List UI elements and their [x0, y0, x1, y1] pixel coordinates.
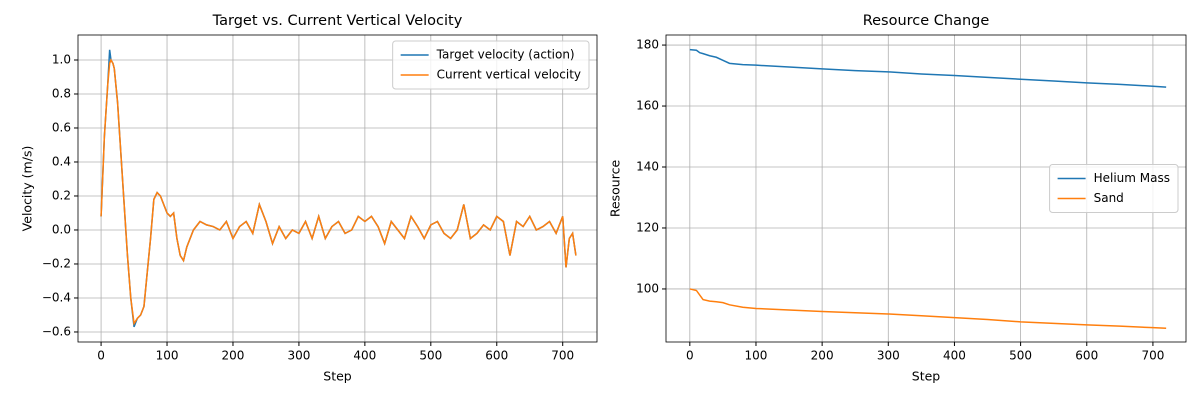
x-tick-label: 0	[97, 349, 105, 363]
x-tick-label: 500	[419, 349, 442, 363]
x-tick-label: 500	[1009, 349, 1032, 363]
legend-label: Current vertical velocity	[437, 68, 581, 82]
y-tick-label: 0.8	[52, 86, 71, 100]
x-tick-label: 400	[353, 349, 376, 363]
x-tick-label: 0	[686, 349, 694, 363]
chart-title: Resource Change	[863, 13, 990, 29]
x-tick-label: 400	[943, 349, 966, 363]
x-tick-label: 600	[485, 349, 508, 363]
series-line	[689, 288, 1167, 330]
y-tick-label: −0.2	[42, 256, 71, 270]
plot	[100, 49, 577, 328]
y-tick-label: 0.0	[52, 222, 71, 236]
legend-label: Helium Mass	[1094, 171, 1170, 185]
x-tick-label: 100	[156, 349, 179, 363]
subplot: 0 100 200 300 400 500 600 700 100 120 140 160 180 Res…	[608, 13, 1187, 384]
series-line	[689, 48, 1167, 88]
axes-frame	[665, 34, 1187, 343]
x-tick-label: 600	[1075, 349, 1098, 363]
legend: Helium Mass Sand	[1049, 164, 1179, 213]
y-tick-label: 1.0	[52, 52, 71, 66]
plot	[689, 48, 1167, 330]
x-tick-label: 700	[551, 349, 574, 363]
series-line	[100, 58, 577, 326]
axes-frame	[77, 34, 598, 343]
x-tick-label: 200	[222, 349, 245, 363]
y-tick-label: −0.4	[42, 290, 71, 304]
legend: Target velocity (action) Current vertical…	[392, 40, 590, 90]
y-tick-label: 120	[636, 220, 659, 234]
legend-frame	[392, 40, 590, 90]
y-axis-label: Velocity (m/s)	[20, 146, 35, 232]
legend-label: Target velocity (action)	[436, 48, 575, 62]
y-axis-label: Resource	[608, 160, 623, 218]
x-axis-label: Step	[912, 369, 941, 384]
chart-title: Target vs. Current Vertical Velocity	[212, 13, 463, 29]
x-axis-label: Step	[323, 369, 352, 384]
y-tick-label: 0.2	[52, 188, 71, 202]
x-tick-label: 300	[877, 349, 900, 363]
y-tick-label: 0.4	[52, 154, 71, 168]
y-tick-label: −0.6	[42, 324, 71, 338]
x-tick-label: 700	[1141, 349, 1164, 363]
y-tick-label: 100	[636, 281, 659, 295]
series-line	[100, 49, 577, 328]
x-tick-label: 300	[287, 349, 310, 363]
legend-frame	[1049, 164, 1179, 213]
x-tick-label: 100	[745, 349, 768, 363]
y-tick-label: 0.6	[52, 120, 71, 134]
y-tick-label: 140	[636, 160, 659, 174]
y-tick-label: 160	[636, 99, 659, 113]
legend-label: Sand	[1094, 191, 1124, 205]
x-tick-label: 200	[811, 349, 834, 363]
y-tick-label: 180	[636, 38, 659, 52]
subplot: 0 100 200 300 400 500 600 700 −0.6 −0.4 −0.2 0.0 0.2…	[20, 13, 598, 384]
